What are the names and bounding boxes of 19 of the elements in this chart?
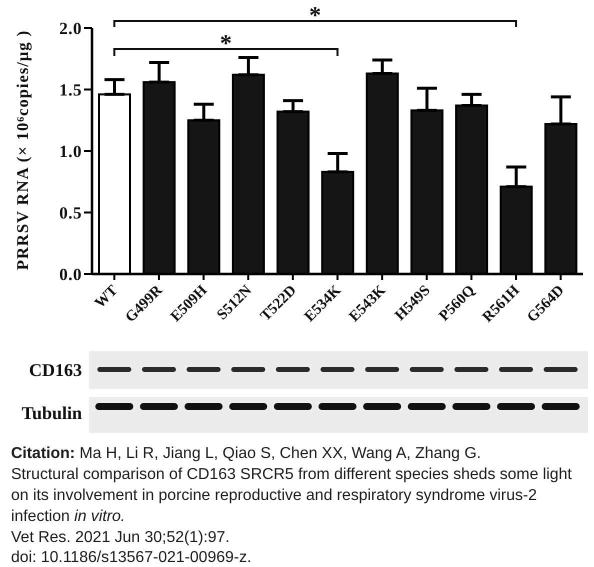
- y-tick-label: 0.5: [59, 204, 82, 223]
- text: Tubulin: [22, 403, 82, 423]
- text: on its involvement in porcine reproductive and respiratory syndrome virus-2: [11, 487, 537, 504]
- text: Citation:: [11, 445, 76, 462]
- y-tick-label: 1.5: [59, 80, 82, 100]
- text: CD163: [29, 360, 82, 380]
- text: infection: [11, 508, 70, 525]
- x-tick-label: WT: [92, 282, 122, 312]
- text: doi: 10.1186/s13567-021-00969-z.: [11, 549, 252, 566]
- text: in vitro.: [74, 508, 126, 525]
- y-tick-label: 2.0: [59, 19, 82, 38]
- text: Structural comparison of CD163 SRCR5 from different species sheds some light: [11, 466, 572, 483]
- y-axis-title: PRRSV RNA (× 10⁶copies/μg ): [13, 30, 32, 270]
- text: Ma H, Li R, Jiang L, Qiao S, Chen XX, Wang A, Zhang G.: [79, 445, 482, 462]
- y-tick-label: 0.0: [59, 265, 82, 284]
- annotation: *: [309, 3, 322, 29]
- annotation: *: [220, 31, 232, 57]
- text: Vet Res. 2021 Jun 30;52(1):97.: [11, 529, 230, 546]
- y-tick-label: 1.0: [59, 142, 82, 162]
